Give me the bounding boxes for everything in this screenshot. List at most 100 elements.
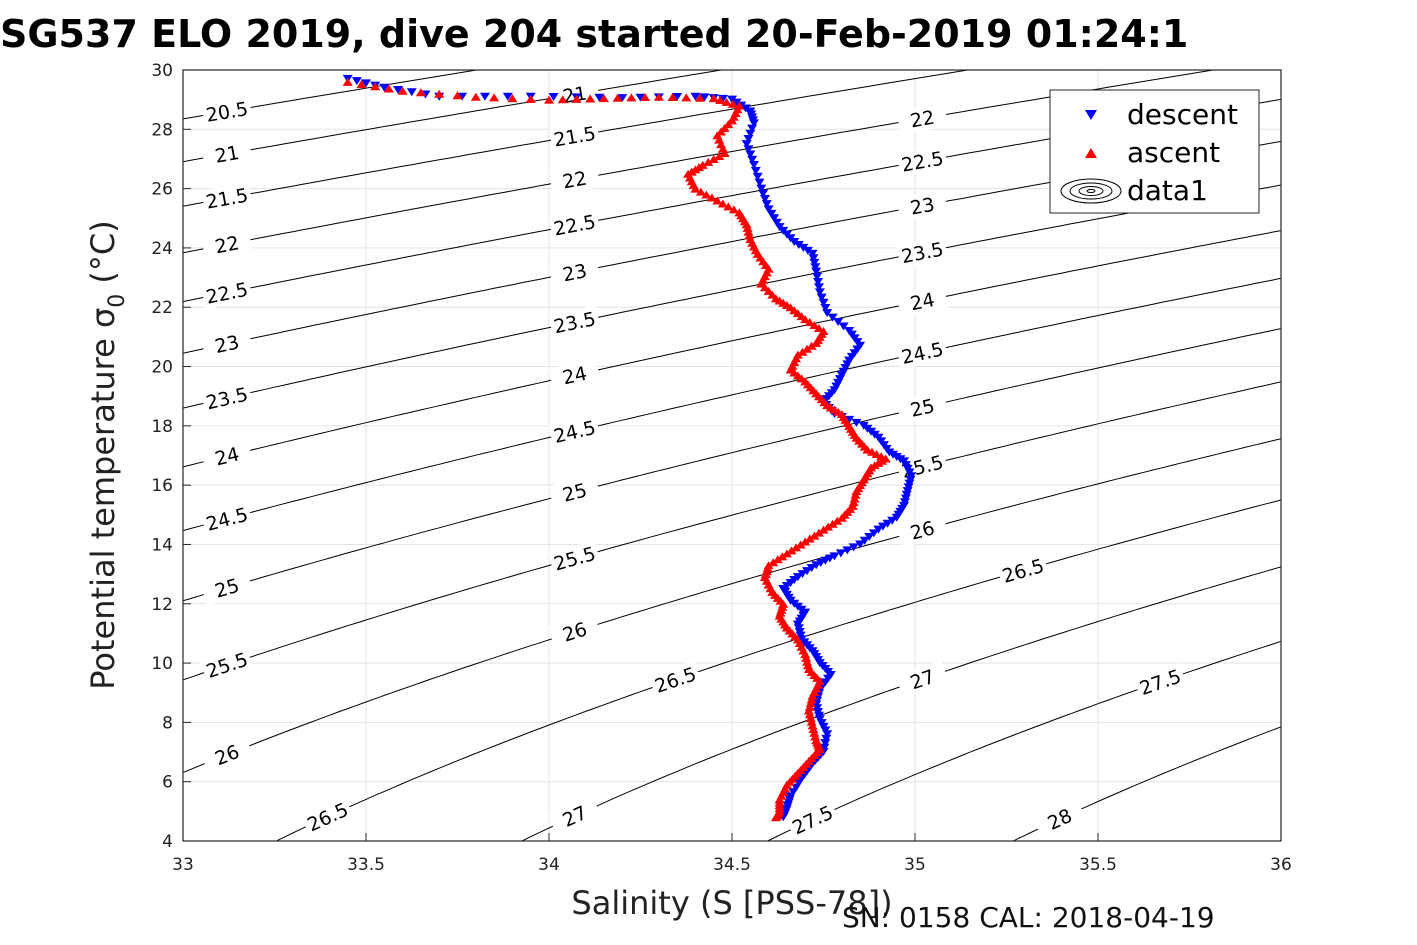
descent-point — [594, 93, 605, 102]
y-tick-label: 20 — [151, 358, 173, 378]
descent-point — [891, 513, 902, 522]
contour-label: 21 — [201, 137, 253, 170]
footer-calibration: SN: 0158 CAL: 2018-04-19 — [842, 901, 1215, 934]
ascent-point — [744, 231, 755, 240]
ascent-point — [823, 522, 834, 531]
isopycnal-line — [183, 438, 1281, 773]
descent-point — [820, 739, 831, 748]
y-tick-label: 18 — [151, 417, 173, 437]
ascent-point — [714, 151, 725, 160]
descent-point — [842, 546, 853, 555]
descent-point — [807, 249, 818, 258]
ascent-point — [818, 525, 829, 534]
ascent-point — [415, 88, 426, 97]
descent-point — [821, 734, 832, 743]
descent-point — [748, 160, 759, 169]
contour-label: 23.5 — [896, 235, 949, 269]
ascent-point — [805, 713, 816, 722]
ascent-point — [742, 223, 753, 232]
contour-label-text: 22 — [213, 232, 241, 258]
descent-point — [763, 205, 774, 214]
contour-label-bg — [200, 501, 254, 537]
contour-label-bg — [548, 305, 601, 339]
descent-point — [822, 309, 833, 318]
ascent-point — [712, 196, 723, 205]
descent-point — [727, 95, 737, 104]
isopycnal-line — [275, 499, 1281, 841]
ascent-point — [708, 154, 719, 163]
contour-label-bg — [1133, 662, 1187, 701]
ascent-point — [703, 157, 714, 166]
descent-point — [758, 189, 769, 198]
ascent-point — [786, 546, 797, 555]
ascent-point — [781, 549, 792, 558]
contour-label-bg — [548, 612, 602, 651]
descent-point — [810, 263, 821, 272]
contour-label-bg — [548, 540, 601, 577]
descent-point — [814, 288, 825, 297]
ascent-point — [544, 95, 554, 104]
ascent-point — [723, 202, 734, 211]
descent-point — [829, 552, 840, 561]
ascent-point — [804, 534, 815, 543]
descent-point — [882, 519, 893, 528]
ascent-point — [694, 93, 705, 102]
contour-label-bg — [896, 284, 949, 318]
descent-point — [820, 556, 831, 565]
contour-label: 23 — [548, 255, 601, 289]
descent-point — [754, 178, 765, 187]
ascent-point — [612, 93, 623, 102]
ascent-point — [741, 220, 752, 229]
isopycnal-line — [183, 70, 725, 163]
ascent-point — [598, 94, 609, 103]
descent-point — [740, 104, 751, 113]
descent-point — [548, 93, 559, 102]
chart-title: SG537 ELO 2019, dive 204 started 20-Feb-… — [0, 12, 1188, 56]
descent-point — [855, 540, 866, 549]
descent-point — [502, 92, 513, 101]
descent-point — [759, 194, 770, 203]
ascent-point — [452, 91, 463, 100]
descent-point — [851, 418, 862, 427]
x-tick-label: 34.5 — [713, 855, 751, 875]
ascent-point — [803, 706, 814, 715]
contour-label-bg — [201, 276, 253, 310]
ascent-point — [802, 344, 813, 353]
ascent-point — [557, 95, 568, 104]
ascent-point — [695, 187, 706, 196]
ascent-point — [743, 227, 754, 236]
descent-point — [699, 93, 710, 102]
y-tick-label: 28 — [151, 120, 173, 140]
isopycnal-line — [183, 381, 1281, 681]
legend-box — [1049, 89, 1260, 214]
contour-label-bg — [548, 358, 601, 393]
isopycnal-line — [183, 70, 480, 120]
descent-point — [848, 543, 859, 552]
descent-point — [748, 119, 759, 128]
contour-label: 26 — [200, 734, 254, 775]
ascent-point — [721, 97, 732, 106]
contour-label: 22 — [896, 102, 948, 135]
contour-label-bg — [548, 414, 601, 449]
isopycnal-line — [183, 184, 1281, 409]
x-tick-label: 34 — [538, 855, 560, 875]
contour-label-text: 23 — [213, 331, 241, 358]
y-tick-label: 14 — [151, 535, 173, 555]
y-tick-label: 8 — [162, 713, 173, 733]
descent-point — [766, 209, 777, 218]
descent-point — [818, 298, 829, 307]
ascent-point — [719, 149, 730, 158]
isopycnal-line — [183, 230, 1281, 468]
descent-point — [406, 88, 417, 97]
contour-labels: 20.5212121.521.522222222.522.522.5232323… — [200, 78, 1187, 841]
contour-label-text: 21 — [213, 142, 241, 168]
legend-ascent-label: ascent — [1127, 136, 1220, 169]
contour-label-bg — [548, 120, 601, 153]
contour-label: 25 — [896, 390, 949, 425]
contour-label-bg — [895, 659, 949, 699]
contour-label-bg — [896, 235, 949, 269]
descent-point — [479, 92, 490, 101]
ascent-point — [807, 721, 818, 730]
legend-descent-label: descent — [1127, 98, 1238, 131]
